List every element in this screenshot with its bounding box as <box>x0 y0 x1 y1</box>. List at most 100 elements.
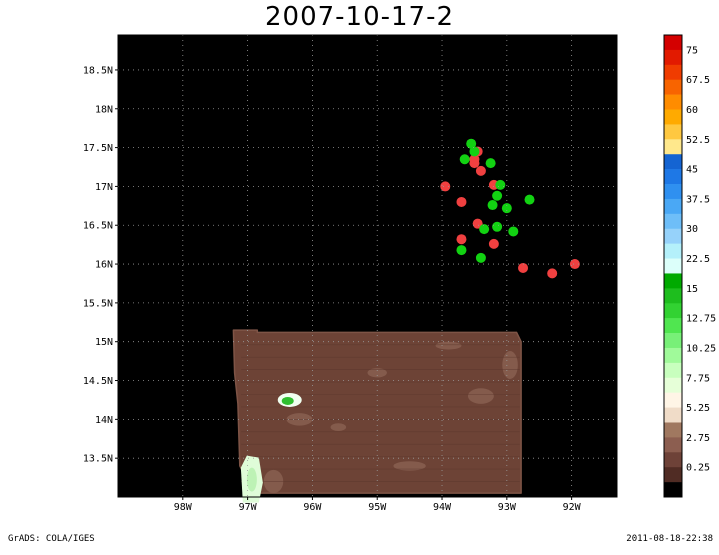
colorbar-swatch <box>664 392 682 408</box>
colorbar-label: 30 <box>686 224 698 235</box>
red-marker <box>456 196 467 207</box>
region-shade-patch <box>467 388 494 404</box>
colorbar-label: 7.75 <box>686 373 710 384</box>
colorbar-label: 22.5 <box>686 254 710 265</box>
green-marker <box>501 203 512 214</box>
green-marker <box>466 138 477 149</box>
colorbar: 75 67.5 60 52.5 45 37.5 30 22.5 15 12.75 10.25 7.75… <box>663 34 716 498</box>
green-marker <box>469 146 480 157</box>
colorbar-swatch <box>664 49 682 66</box>
lon-tick-label: 95W <box>368 502 387 513</box>
red-marker <box>518 262 529 273</box>
lat-tick-label: 14N <box>95 415 113 426</box>
colorbar-label: 0.25 <box>686 463 710 474</box>
colorbar-swatch <box>664 407 682 423</box>
region-shade-patch <box>330 423 347 431</box>
colorbar-swatch <box>664 437 682 453</box>
colorbar-swatch <box>664 377 682 393</box>
colorbar-swatch <box>664 169 682 185</box>
red-marker <box>440 181 451 192</box>
colorbar-swatch <box>664 139 682 155</box>
lat-tick-label: 18.5N <box>83 65 113 76</box>
green-marker <box>487 200 498 211</box>
page-title: 2007-10-17-2 <box>264 2 455 32</box>
region-shade-patch <box>393 461 426 471</box>
shaded-land-region <box>232 329 522 494</box>
red-marker <box>547 268 558 279</box>
colorbar-label: 75 <box>686 45 698 56</box>
colorbar-swatch <box>664 184 682 200</box>
green-marker <box>475 252 486 263</box>
lon-tick-label: 97W <box>239 502 258 513</box>
lon-tick-label: 92W <box>563 502 582 513</box>
colorbar-swatch <box>664 213 682 230</box>
lat-tick-label: 16.5N <box>83 221 113 232</box>
colorbar-label: 45 <box>686 165 698 176</box>
green-marker <box>508 226 519 237</box>
colorbar-label: 10.25 <box>686 343 716 354</box>
lon-tick-label: 98W <box>174 502 193 513</box>
colorbar-label: 60 <box>686 105 698 116</box>
colorbar-swatch <box>664 303 682 319</box>
colorbar-swatch <box>664 333 682 349</box>
colorbar-swatch <box>664 79 682 95</box>
colorbar-swatch <box>664 273 682 289</box>
red-marker <box>475 165 486 176</box>
colorbar-swatch <box>664 482 682 498</box>
green-marker <box>485 158 496 169</box>
lon-tick-label: 96W <box>303 502 322 513</box>
green-marker <box>456 245 467 256</box>
colorbar-swatch <box>664 318 682 334</box>
colorbar-label: 5.25 <box>686 403 710 414</box>
colorbar-swatch <box>664 422 682 438</box>
red-marker <box>469 158 480 169</box>
green-marker <box>524 194 535 205</box>
green-marker <box>459 154 470 165</box>
colorbar-swatch <box>664 109 682 125</box>
colorbar-swatch <box>664 288 682 304</box>
region-shade-patch <box>502 351 518 379</box>
colorbar-swatch <box>664 94 682 110</box>
footer-timestamp: 2011-08-18-22:38 <box>626 534 713 544</box>
lat-tick-label: 13.5N <box>83 454 113 465</box>
lat-tick-label: 17N <box>95 182 113 193</box>
colorbar-swatch <box>664 64 682 81</box>
footer-credit: GrADS: COLA/IGES <box>8 534 95 544</box>
lat-tick-label: 16N <box>95 260 113 271</box>
colorbar-swatch <box>664 154 682 170</box>
colorbar-label: 12.75 <box>686 314 716 325</box>
lat-tick-label: 18N <box>95 104 113 115</box>
red-marker <box>488 238 499 249</box>
high-value-patch-core <box>246 467 257 492</box>
colorbar-swatch <box>664 198 682 215</box>
lon-tick-label: 93W <box>498 502 517 513</box>
colorbar-swatch <box>664 228 682 244</box>
map-frame <box>117 34 618 498</box>
colorbar-swatch <box>664 362 682 379</box>
colorbar-swatch <box>664 347 682 364</box>
region-shade-patch <box>435 341 462 350</box>
lat-tick-label: 17.5N <box>83 143 113 154</box>
red-marker <box>569 259 580 270</box>
map-plot-area <box>118 35 617 503</box>
colorbar-label: 2.75 <box>686 433 710 444</box>
colorbar-label: 67.5 <box>686 75 710 86</box>
colorbar-label: 15 <box>686 284 698 295</box>
lat-tick-label: 14.5N <box>83 376 113 387</box>
region-shade-patch <box>367 368 387 378</box>
green-marker <box>492 221 503 232</box>
colorbar-label: 52.5 <box>686 135 710 146</box>
lat-tick-label: 15N <box>95 337 113 348</box>
lat-tick-label: 15.5N <box>83 298 113 309</box>
green-marker <box>495 179 506 190</box>
red-marker <box>456 234 467 245</box>
lon-tick-label: 94W <box>433 502 452 513</box>
colorbar-swatch <box>664 124 682 140</box>
colorbar-swatch <box>664 452 682 468</box>
map-axes: 13.5N 14N 14.5N 15N 15.5N 16N 16.5N 17N 17.5N 18N… <box>83 34 618 513</box>
colorbar-frame <box>663 34 683 498</box>
high-value-patch-core <box>281 396 294 405</box>
green-marker <box>479 224 490 235</box>
colorbar-swatch <box>664 258 682 274</box>
